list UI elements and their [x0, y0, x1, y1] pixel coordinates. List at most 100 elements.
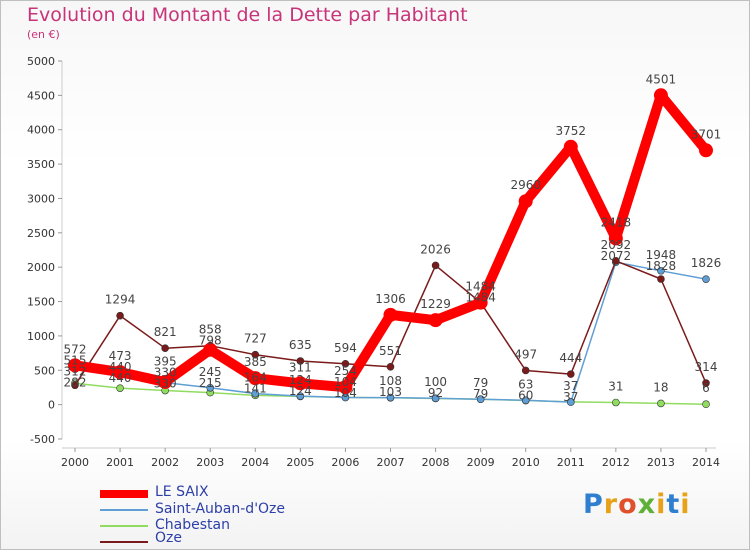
- y-tick-label: 3500: [27, 158, 55, 171]
- data-label: 1826: [691, 256, 722, 270]
- data-label: 311: [289, 360, 312, 374]
- series-point-3: [71, 381, 79, 390]
- series-point-2: [657, 399, 665, 408]
- data-label: 282: [64, 375, 87, 389]
- legend-swatch-chabestan: [100, 525, 148, 527]
- y-tick-label: -500: [30, 433, 55, 446]
- y-tick-label: 500: [34, 364, 55, 377]
- x-tick-label: 2007: [377, 456, 405, 469]
- series-point-3: [296, 357, 305, 365]
- x-tick-label: 2010: [512, 456, 540, 469]
- data-label: 3701: [691, 127, 722, 141]
- data-label: 497: [514, 347, 537, 361]
- y-tick-label: 1500: [27, 296, 55, 309]
- x-tick-label: 2013: [647, 456, 675, 469]
- legend-swatch-oze: [100, 541, 148, 543]
- proxiti-logo: Proxiti: [583, 489, 691, 520]
- series-layer: [68, 88, 713, 409]
- data-label: 254: [334, 364, 357, 378]
- series-point-1: [476, 395, 485, 404]
- x-tick-label: 2008: [422, 456, 450, 469]
- data-label: 2072: [601, 249, 632, 263]
- data-label: 2418: [601, 215, 632, 229]
- data-label: 79: [473, 387, 488, 401]
- data-label: 444: [559, 351, 582, 365]
- data-label: 385: [244, 355, 267, 369]
- data-label: 821: [154, 325, 177, 339]
- data-label: 124: [289, 373, 312, 387]
- data-label: 37: [563, 390, 578, 404]
- series-point-0: [203, 342, 218, 357]
- data-label: 1484: [465, 280, 496, 294]
- data-label: 1828: [646, 259, 677, 273]
- legend-label-oze: Oze: [155, 530, 182, 546]
- x-tick-label: 2002: [151, 456, 179, 469]
- series-point-0: [338, 380, 353, 395]
- y-tick-label: 4500: [27, 89, 55, 102]
- data-label: 440: [109, 371, 132, 385]
- axis-layer: -500 0 500 1000 1500 2000 2500 3000 3500 4000 4500…: [27, 55, 720, 469]
- legend-swatch-le-saix: [100, 490, 148, 498]
- series-point-2: [612, 398, 620, 407]
- legend-swatch-saint-auban-doze: [100, 509, 148, 511]
- series-point-0: [293, 376, 308, 391]
- y-tick-label: 0: [48, 399, 55, 412]
- series-point-0: [518, 194, 533, 209]
- series-point-0: [473, 295, 488, 310]
- series-point-3: [702, 379, 710, 387]
- data-label: 395: [154, 354, 177, 368]
- data-label: 60: [518, 388, 533, 402]
- x-tick-label: 2001: [106, 456, 134, 469]
- data-label: 594: [334, 341, 357, 355]
- series-point-3: [612, 257, 620, 265]
- series-point-2: [702, 400, 710, 409]
- x-tick-label: 2004: [241, 456, 269, 469]
- series-point-3: [657, 275, 665, 283]
- data-label: 1306: [375, 292, 406, 306]
- series-point-0: [248, 371, 263, 386]
- data-label: 2092: [601, 238, 632, 252]
- legend-label-le-saix: LE SAIX: [155, 484, 209, 500]
- data-label: 330: [154, 365, 177, 379]
- data-label: 572: [64, 342, 87, 356]
- data-label: 3752: [556, 124, 587, 138]
- data-label: 104: [334, 386, 357, 400]
- data-label: 164: [244, 370, 267, 384]
- series-point-3: [116, 311, 124, 320]
- x-tick-label: 2003: [196, 456, 224, 469]
- x-tick-label: 2014: [692, 456, 720, 469]
- series-point-0: [653, 88, 668, 103]
- data-label: 1484: [465, 291, 496, 305]
- data-label: 515: [64, 353, 87, 367]
- y-tick-label: 4000: [27, 124, 55, 137]
- data-label: 124: [289, 384, 312, 398]
- series-point-1: [206, 383, 215, 392]
- series-point-1: [431, 394, 440, 403]
- data-label: 551: [379, 344, 402, 358]
- data-label: 4501: [646, 72, 677, 86]
- chart-title: Evolution du Montant de la Dette par Hab…: [27, 4, 468, 26]
- data-label: 141: [244, 381, 267, 395]
- x-tick-label: 2009: [467, 456, 495, 469]
- series-point-1: [251, 389, 260, 398]
- data-label: 31: [608, 380, 623, 394]
- data-label: 798: [199, 334, 222, 348]
- series-point-3: [386, 362, 395, 371]
- data-label: 2960: [510, 178, 541, 192]
- legend-label-chabestan: Chabestan: [155, 517, 230, 533]
- series-point-0: [563, 139, 578, 154]
- chart-subtitle: (en €): [27, 28, 60, 41]
- series-point-1: [521, 396, 530, 405]
- x-tick-label: 2011: [557, 456, 585, 469]
- data-label: 330: [154, 376, 177, 390]
- series-point-2: [116, 384, 124, 392]
- data-label: 1229: [420, 297, 451, 311]
- x-tick-label: 2005: [286, 456, 314, 469]
- data-label: 63: [518, 377, 533, 391]
- series-point-3: [566, 370, 575, 378]
- data-label: 103: [379, 385, 402, 399]
- data-label: 6: [702, 381, 710, 395]
- x-tick-label: 2012: [602, 456, 630, 469]
